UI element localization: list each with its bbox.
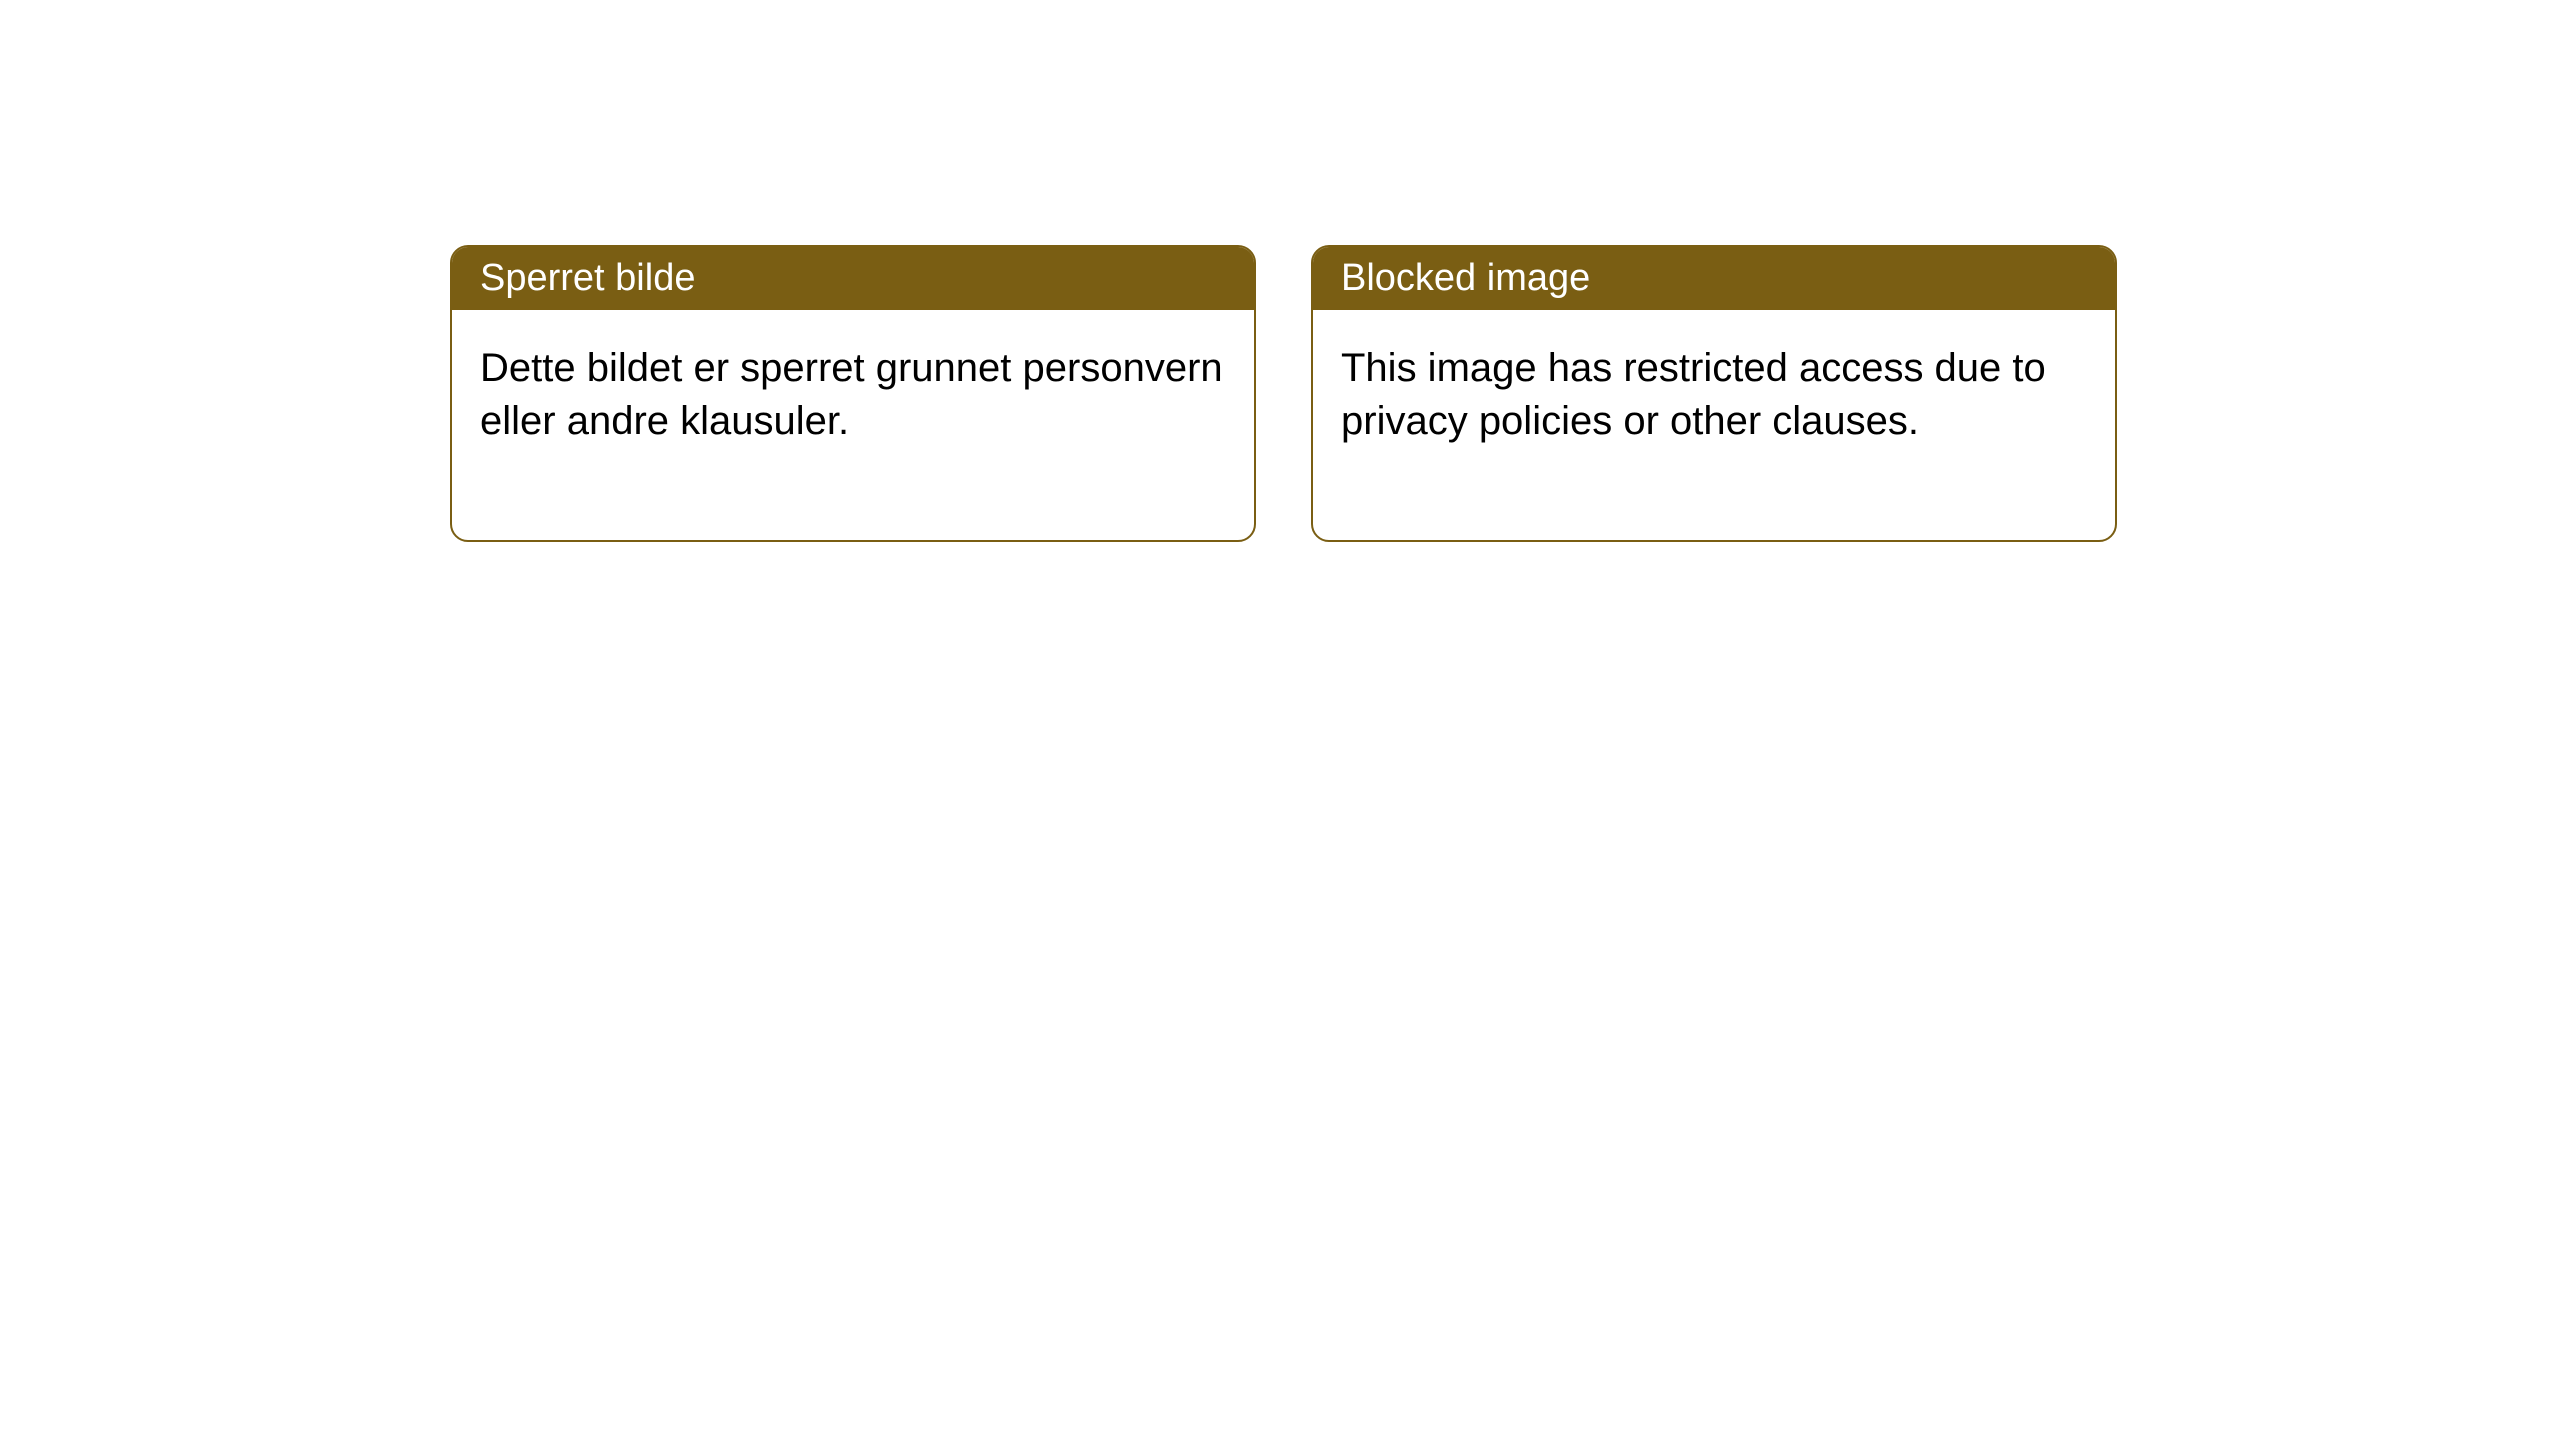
notice-card-english: Blocked image This image has restricted … bbox=[1311, 245, 2117, 542]
notice-header: Sperret bilde bbox=[452, 247, 1254, 310]
notice-body: Dette bildet er sperret grunnet personve… bbox=[452, 310, 1254, 540]
notice-card-norwegian: Sperret bilde Dette bildet er sperret gr… bbox=[450, 245, 1256, 542]
notice-title: Blocked image bbox=[1341, 257, 1590, 299]
notice-container: Sperret bilde Dette bildet er sperret gr… bbox=[450, 245, 2117, 542]
notice-body: This image has restricted access due to … bbox=[1313, 310, 2115, 540]
notice-header: Blocked image bbox=[1313, 247, 2115, 310]
notice-body-text: Dette bildet er sperret grunnet personve… bbox=[480, 346, 1223, 443]
notice-title: Sperret bilde bbox=[480, 257, 695, 299]
notice-body-text: This image has restricted access due to … bbox=[1341, 346, 2046, 443]
